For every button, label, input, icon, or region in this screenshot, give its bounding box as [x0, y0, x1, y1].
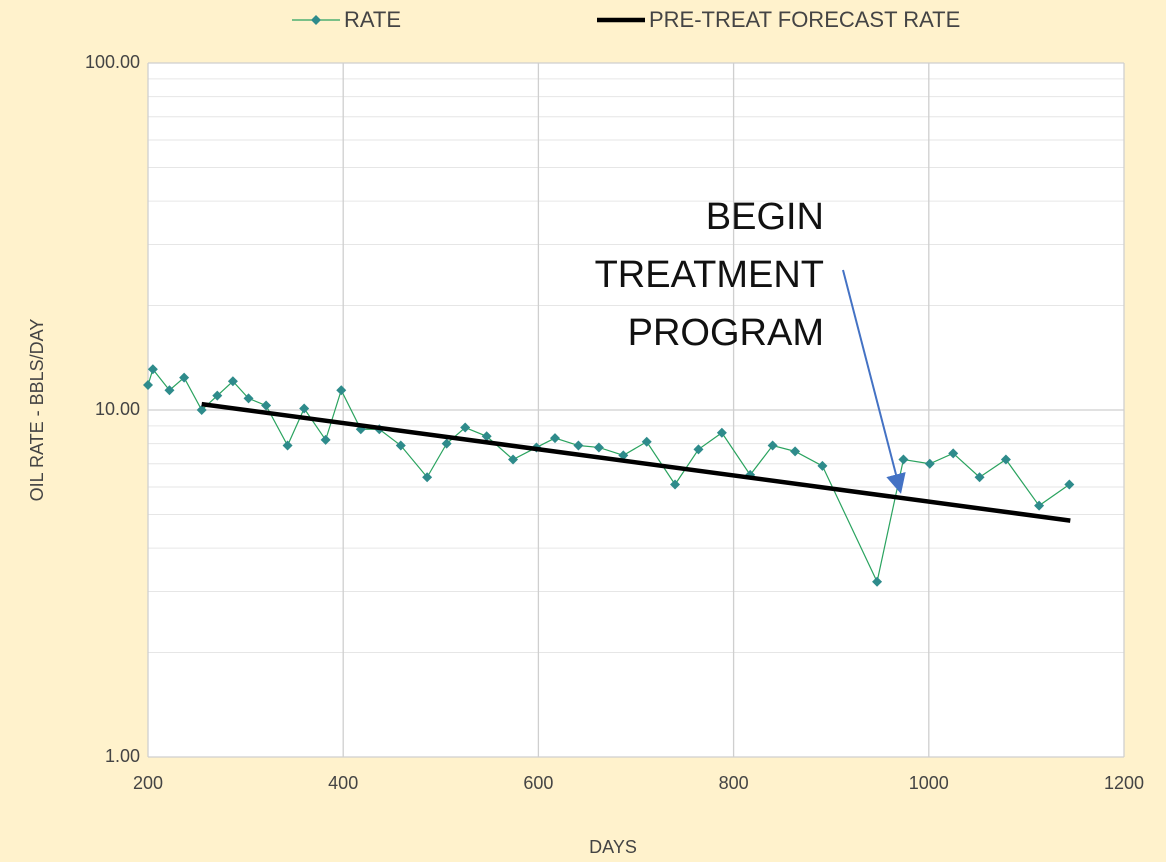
series-line	[147, 368, 1070, 584]
data-point	[693, 444, 704, 455]
data-point	[212, 390, 223, 401]
data-point	[282, 440, 293, 451]
y-tick-label: 10.00	[95, 399, 140, 419]
data-point	[320, 434, 331, 445]
y-axis-label: OIL RATE - BBLS/DAY	[27, 319, 47, 502]
x-tick-label: 200	[133, 773, 163, 793]
legend-label: PRE-TREAT FORECAST RATE	[649, 7, 960, 32]
data-point	[143, 380, 153, 391]
data-point	[261, 400, 272, 411]
annotation: BEGIN TREATMENT PROGRAM	[594, 196, 824, 354]
data-point	[441, 438, 452, 449]
data-point	[460, 422, 471, 433]
marks	[143, 364, 1075, 587]
data-point	[716, 427, 727, 438]
data-point	[179, 372, 190, 383]
x-tick-label: 1200	[1104, 773, 1144, 793]
data-point	[898, 454, 909, 465]
data-point	[872, 576, 883, 587]
x-tick-label: 1000	[909, 773, 949, 793]
series-line	[201, 401, 1071, 523]
data-point	[147, 364, 158, 375]
data-point	[299, 403, 310, 414]
data-point	[817, 460, 828, 471]
annotation-arrow	[842, 269, 906, 494]
grid	[147, 62, 1125, 758]
data-point	[593, 442, 604, 453]
data-point	[641, 436, 652, 447]
data-point	[618, 450, 629, 461]
data-point	[1064, 479, 1075, 490]
data-point	[767, 440, 778, 451]
x-tick-label: 800	[719, 773, 749, 793]
data-point	[395, 440, 406, 451]
data-point	[924, 458, 935, 469]
data-point	[336, 385, 347, 396]
data-point	[948, 448, 959, 459]
data-point	[164, 385, 175, 396]
data-point	[1000, 454, 1011, 465]
y-tick-label: 100.00	[85, 52, 140, 72]
data-point	[243, 393, 254, 404]
data-point	[508, 454, 519, 465]
x-tick-label: 400	[328, 773, 358, 793]
data-point	[481, 431, 492, 442]
y-tick-label: 1.00	[105, 746, 140, 766]
legend-marker	[311, 15, 321, 25]
legend-label: RATE	[344, 7, 401, 32]
data-point	[1034, 500, 1045, 511]
data-point	[670, 479, 681, 490]
x-tick-label: 600	[523, 773, 553, 793]
data-point	[422, 472, 433, 483]
data-point	[196, 405, 207, 415]
data-point	[790, 446, 801, 457]
data-point	[573, 440, 584, 451]
data-point	[974, 472, 985, 483]
data-point	[549, 433, 560, 444]
data-point	[227, 376, 238, 387]
x-axis-label: DAYS	[589, 837, 637, 857]
